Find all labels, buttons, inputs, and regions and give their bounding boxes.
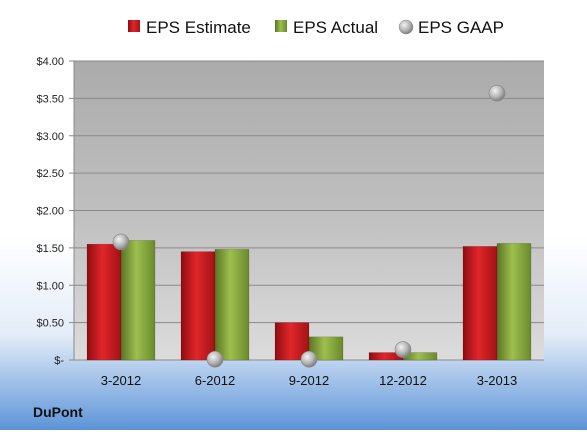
marker-eps-gaap bbox=[206, 350, 224, 368]
bar-eps-actual bbox=[120, 240, 156, 361]
y-tick-label: $2.00 bbox=[36, 206, 64, 218]
legend-swatch-gaap bbox=[398, 19, 414, 35]
x-tick-label: 12-2012 bbox=[379, 373, 427, 388]
y-tick-label: $3.50 bbox=[36, 93, 64, 105]
legend-label: EPS GAAP bbox=[418, 18, 504, 37]
y-tick-label: $4.00 bbox=[36, 56, 64, 68]
legend-swatch-estimate bbox=[128, 20, 140, 32]
marker-eps-gaap bbox=[488, 84, 506, 102]
y-tick-label: $- bbox=[54, 355, 64, 367]
bar-eps-actual bbox=[496, 243, 532, 361]
bar-eps-estimate bbox=[86, 243, 122, 361]
x-tick-label: 9-2012 bbox=[289, 373, 329, 388]
gaap-markers bbox=[112, 84, 506, 368]
company-label: DuPont bbox=[33, 404, 83, 420]
x-tick-label: 3-2012 bbox=[101, 373, 141, 388]
marker-eps-gaap bbox=[394, 341, 412, 358]
y-tick-label: $0.50 bbox=[36, 318, 64, 330]
bar-eps-actual bbox=[214, 249, 250, 361]
y-tick-label: $1.00 bbox=[36, 280, 64, 292]
x-axis-ticks: 3-2012 6-2012 9-2012 12-2012 3-2013 bbox=[101, 373, 517, 388]
bar-eps-actual bbox=[308, 336, 344, 361]
y-axis-ticks: $- $0.50 $1.00 $1.50 $2.00 $2.50 $3.00 $3.50 $4.… bbox=[36, 56, 74, 367]
y-tick-label: $2.50 bbox=[36, 168, 64, 180]
legend: EPS Estimate EPS Actual EPS GAAP bbox=[128, 18, 504, 37]
marker-eps-gaap bbox=[300, 350, 318, 368]
x-tick-label: 3-2013 bbox=[477, 373, 517, 388]
x-tick-label: 6-2012 bbox=[195, 373, 235, 388]
bars bbox=[86, 240, 532, 361]
bar-eps-estimate bbox=[462, 246, 498, 361]
bar-eps-estimate bbox=[180, 251, 216, 361]
y-tick-label: $1.50 bbox=[36, 243, 64, 255]
legend-swatch-actual bbox=[275, 20, 287, 32]
legend-label: EPS Estimate bbox=[146, 18, 251, 37]
legend-label: EPS Actual bbox=[293, 18, 378, 37]
y-tick-label: $3.00 bbox=[36, 131, 64, 143]
marker-eps-gaap bbox=[112, 233, 130, 251]
